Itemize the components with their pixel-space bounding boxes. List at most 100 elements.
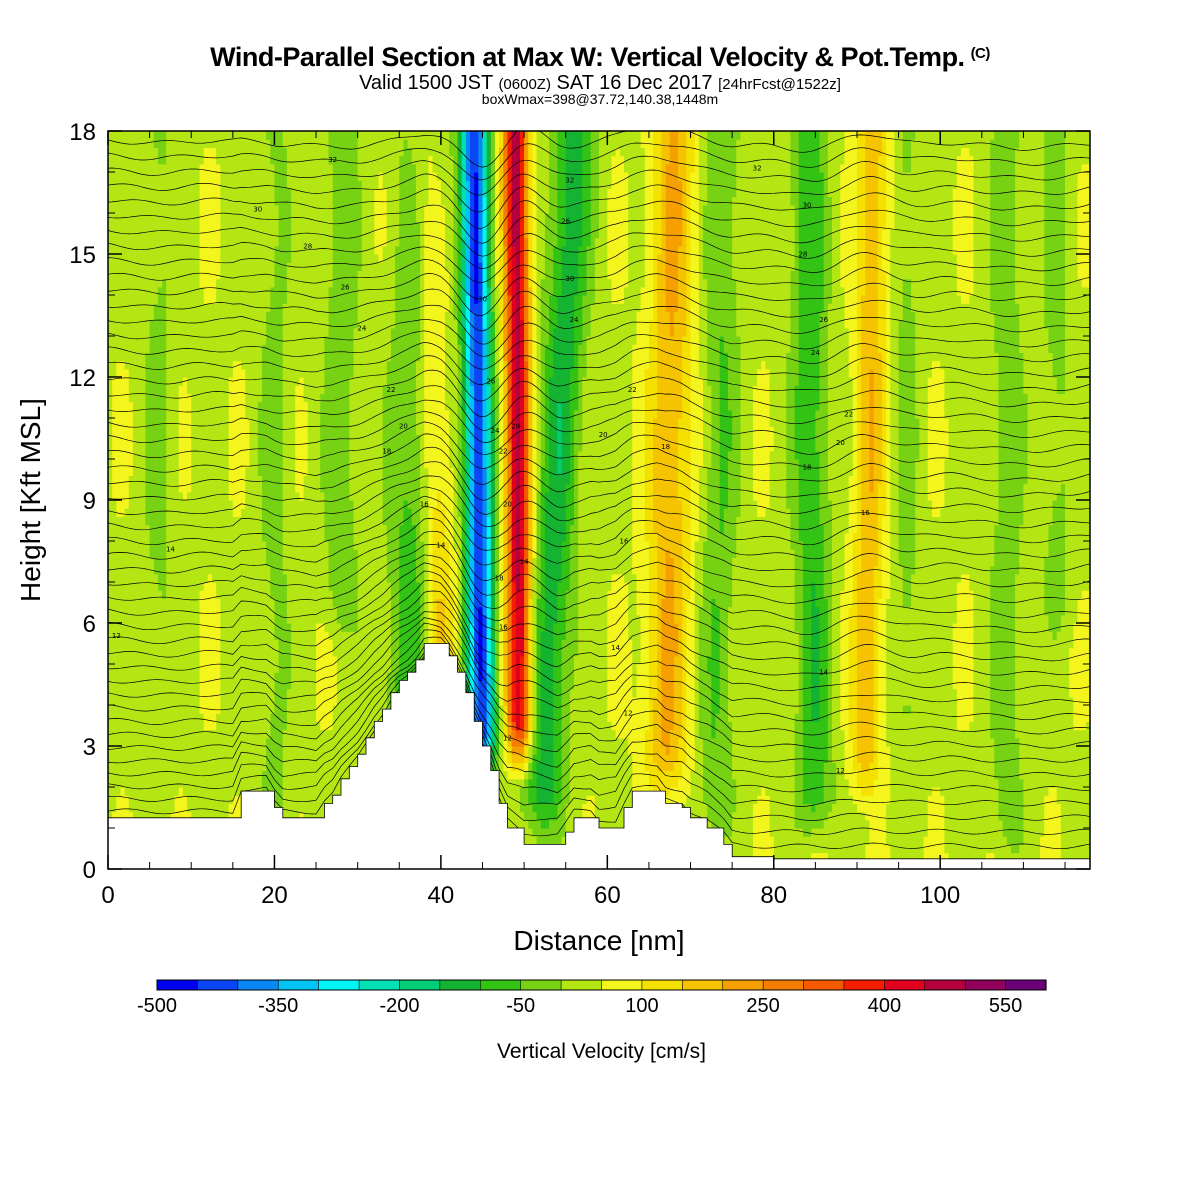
velocity-cell xyxy=(628,270,646,280)
velocity-cell xyxy=(482,623,488,632)
velocity-cell xyxy=(515,532,521,542)
velocity-cell xyxy=(282,524,325,534)
velocity-cell xyxy=(461,524,467,534)
velocity-cell xyxy=(324,344,355,353)
velocity-cell xyxy=(690,352,700,362)
velocity-cell xyxy=(694,598,704,608)
velocity-cell xyxy=(457,508,463,517)
velocity-cell xyxy=(503,746,509,755)
velocity-cell xyxy=(827,311,846,321)
velocity-cell xyxy=(474,295,479,304)
velocity-cell xyxy=(166,418,180,427)
velocity-cell xyxy=(898,344,916,353)
velocity-cell xyxy=(794,573,804,583)
velocity-cell xyxy=(261,491,284,501)
velocity-cell xyxy=(644,262,654,271)
velocity-cell xyxy=(732,237,796,247)
velocity-cell xyxy=(470,270,475,280)
velocity-cell xyxy=(374,221,388,230)
velocity-cell xyxy=(998,467,1029,476)
velocity-cell xyxy=(507,483,513,493)
velocity-cell xyxy=(282,401,296,411)
velocity-cell xyxy=(848,614,858,624)
velocity-cell xyxy=(582,385,633,394)
velocity-cell xyxy=(1060,623,1074,632)
velocity-cell xyxy=(511,582,517,591)
velocity-cell xyxy=(819,664,829,673)
velocity-cell xyxy=(465,221,471,230)
velocity-cell xyxy=(282,352,325,362)
velocity-cell xyxy=(890,303,904,312)
velocity-cell xyxy=(690,459,704,468)
velocity-cell xyxy=(686,664,696,673)
velocity-cell xyxy=(540,819,550,829)
velocity-cell xyxy=(174,795,188,804)
velocity-cell xyxy=(453,467,459,476)
velocity-cell xyxy=(470,483,475,493)
velocity-cell xyxy=(465,286,471,296)
velocity-cell xyxy=(856,434,862,444)
velocity-cell xyxy=(590,327,638,337)
velocity-cell xyxy=(574,327,583,337)
velocity-cell xyxy=(524,573,529,583)
velocity-cell xyxy=(108,754,267,763)
velocity-cell xyxy=(665,254,679,263)
velocity-cell xyxy=(740,491,754,501)
velocity-cell xyxy=(203,721,217,731)
velocity-cell xyxy=(436,491,442,501)
velocity-cell xyxy=(553,754,563,763)
velocity-cell xyxy=(698,286,708,296)
velocity-cell xyxy=(1023,778,1090,788)
velocity-cell xyxy=(698,245,704,255)
velocity-cell xyxy=(682,352,692,362)
velocity-cell xyxy=(694,573,704,583)
velocity-cell xyxy=(640,623,650,632)
velocity-cell xyxy=(732,418,742,427)
velocity-cell xyxy=(694,705,700,714)
velocity-cell xyxy=(357,549,388,558)
velocity-cell xyxy=(470,303,484,312)
velocity-cell xyxy=(873,459,883,468)
velocity-cell xyxy=(145,508,167,517)
velocity-cell xyxy=(532,664,538,673)
velocity-cell xyxy=(249,450,259,460)
velocity-cell xyxy=(478,705,488,714)
velocity-cell xyxy=(569,409,575,419)
velocity-cell xyxy=(386,229,400,239)
velocity-cell xyxy=(449,573,459,583)
velocity-cell xyxy=(703,582,733,591)
velocity-cell xyxy=(499,541,504,550)
velocity-cell xyxy=(644,746,654,755)
velocity-cell xyxy=(511,426,517,435)
velocity-cell xyxy=(873,434,883,444)
velocity-cell xyxy=(1023,828,1045,837)
velocity-cell xyxy=(1077,254,1090,263)
velocity-cell xyxy=(499,508,504,517)
velocity-cell xyxy=(540,737,554,747)
velocity-cell xyxy=(973,672,991,681)
velocity-cell xyxy=(873,614,879,624)
velocity-cell xyxy=(540,590,546,599)
velocity-cell xyxy=(549,426,558,435)
velocity-cell xyxy=(561,467,571,476)
velocity-cell xyxy=(420,450,425,460)
velocity-cell xyxy=(532,598,538,608)
velocity-cell xyxy=(503,655,509,665)
velocity-cell xyxy=(515,483,521,493)
velocity-cell xyxy=(956,270,975,280)
velocity-cell xyxy=(532,467,538,476)
velocity-cell xyxy=(515,680,521,690)
velocity-cell xyxy=(199,639,221,649)
velocity-cell xyxy=(990,696,1016,706)
velocity-cell xyxy=(1048,549,1066,558)
velocity-cell xyxy=(686,795,704,804)
velocity-cell xyxy=(274,623,292,632)
velocity-cell xyxy=(827,327,850,337)
velocity-cell xyxy=(445,319,459,329)
velocity-cell xyxy=(524,327,529,337)
velocity-cell xyxy=(886,819,929,829)
velocity-cell xyxy=(108,237,201,247)
velocity-cell xyxy=(628,278,646,288)
velocity-cell xyxy=(607,664,633,673)
velocity-cell xyxy=(282,385,296,394)
